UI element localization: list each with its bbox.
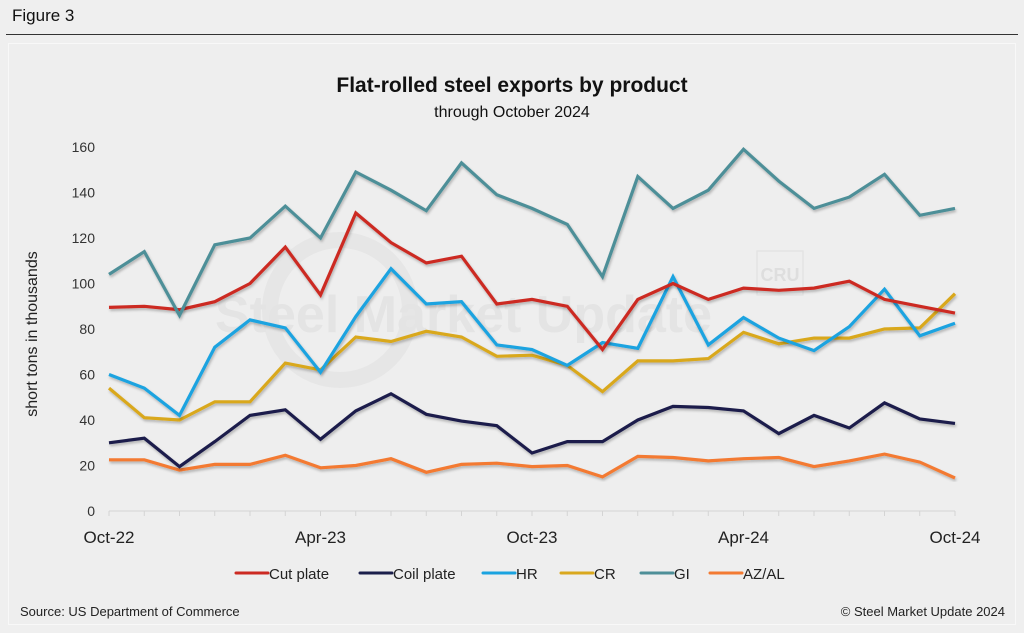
x-tick-label: Oct-24 <box>929 528 980 547</box>
legend-item: GI <box>639 566 690 583</box>
y-tick-label: 140 <box>72 185 96 201</box>
legend-label: Coil plate <box>393 566 456 583</box>
x-tick-label: Oct-23 <box>506 528 557 547</box>
y-tick-label: 80 <box>79 321 95 337</box>
copyright-note: © Steel Market Update 2024 <box>841 604 1005 619</box>
y-tick-label: 160 <box>72 139 96 155</box>
watermark-badge-box <box>756 250 804 296</box>
series-line-cr <box>107 292 957 422</box>
series-line-hr <box>108 266 956 418</box>
y-tick-label: 100 <box>72 276 96 292</box>
legend-label: HR <box>516 566 538 583</box>
y-tick-label: 20 <box>79 458 95 474</box>
figure-label: Figure 3 <box>12 6 75 25</box>
series-line-cut-plate <box>108 210 956 353</box>
x-tick-label: Apr-23 <box>295 528 346 547</box>
x-tick-label: Oct-22 <box>83 528 134 547</box>
x-axis: Oct-22 Apr-23 Oct-23 Apr-24 Oct-24 <box>83 510 981 547</box>
y-tick-label: 60 <box>79 367 95 383</box>
chart-subtitle: through October 2024 <box>434 104 590 121</box>
legend-item: AZ/AL <box>708 566 785 583</box>
y-axis: 0 20 40 60 80 100 120 140 160 <box>72 139 96 519</box>
series-line-gi <box>108 147 956 319</box>
legend-label: AZ/AL <box>743 566 785 583</box>
legend-item: HR <box>481 566 538 583</box>
watermark-logo-icon <box>262 232 418 388</box>
watermark-text: Steel Market Update <box>215 286 712 344</box>
legend-label: CR <box>594 566 616 583</box>
x-tick-label: Apr-24 <box>718 528 769 547</box>
series-line-az-al <box>109 452 956 480</box>
legend-item: Coil plate <box>358 566 456 583</box>
watermark-badge: CRU <box>761 265 800 285</box>
series-line-coil-plate <box>108 391 956 469</box>
legend-label: Cut plate <box>269 566 329 583</box>
y-axis-label: short tons in thousands <box>24 251 41 416</box>
y-tick-label: 0 <box>87 503 95 519</box>
series-lines <box>107 147 957 480</box>
watermark: Steel Market Update CRU <box>215 232 804 388</box>
y-tick-label: 120 <box>72 230 96 246</box>
legend-item: Cut plate <box>234 566 329 583</box>
y-tick-label: 40 <box>79 412 95 428</box>
chart-title: Flat-rolled steel exports by product <box>336 74 687 97</box>
chart-panel <box>8 43 1016 625</box>
header-rule <box>6 34 1018 35</box>
legend-item: CR <box>559 566 616 583</box>
source-note: Source: US Department of Commerce <box>20 604 240 619</box>
legend-label: GI <box>674 566 690 583</box>
legend: Cut plate Coil plate HR CR GI AZ/AL <box>234 566 785 583</box>
